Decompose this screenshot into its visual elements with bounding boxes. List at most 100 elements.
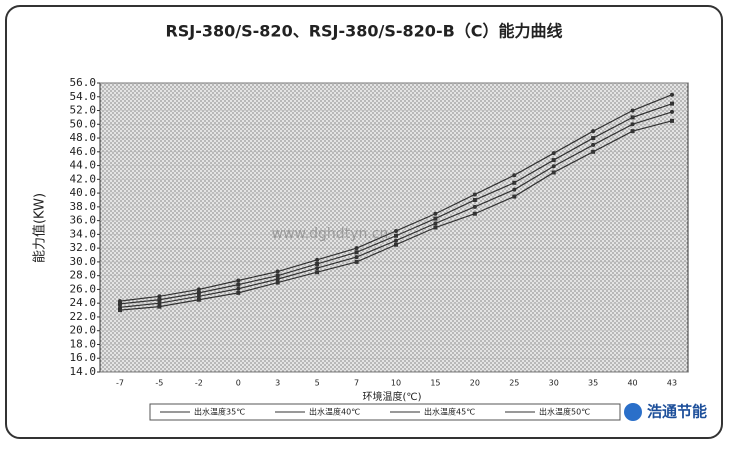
point [433, 211, 438, 216]
point [118, 308, 122, 313]
point [472, 192, 477, 197]
point [118, 301, 122, 306]
point [236, 290, 241, 295]
point [275, 269, 280, 274]
y-tick-label: 16.0 [70, 351, 97, 364]
point [591, 149, 596, 154]
point [315, 257, 320, 262]
legend-label: 出水温度40℃ [309, 407, 360, 417]
point [670, 92, 674, 97]
x-tick-label: 15 [430, 379, 440, 388]
y-tick-label: 42.0 [70, 172, 97, 185]
point [433, 221, 438, 226]
y-tick-label: 36.0 [70, 214, 97, 227]
point [630, 108, 635, 113]
point [512, 194, 517, 199]
point [236, 286, 241, 291]
y-tick-label: 38.0 [70, 200, 97, 213]
x-tick-label: 7 [354, 379, 359, 388]
watermark: www.dghdtyn.cn [272, 226, 389, 242]
point [157, 294, 162, 299]
point [591, 142, 596, 147]
x-tick-label: 30 [549, 379, 559, 388]
point [157, 297, 162, 302]
point [354, 250, 359, 255]
y-tick-label: 14.0 [70, 365, 97, 378]
point [196, 294, 201, 299]
point [472, 211, 477, 216]
point [275, 280, 280, 285]
point [354, 259, 359, 264]
legend-box [149, 403, 621, 421]
x-tick-label: 3 [275, 379, 280, 388]
y-tick-label: 48.0 [70, 131, 97, 144]
point [196, 290, 201, 295]
y-tick-label: 34.0 [70, 227, 97, 240]
y-tick-label: 20.0 [70, 324, 97, 337]
point [670, 101, 674, 106]
x-tick-label: 20 [470, 379, 480, 388]
y-tick-label: 56.0 [70, 76, 97, 89]
point [196, 287, 201, 292]
point [551, 158, 556, 163]
y-tick-label: 50.0 [70, 117, 97, 130]
point [472, 197, 477, 202]
y-tick-label: 30.0 [70, 255, 97, 268]
point [354, 255, 359, 260]
point [236, 282, 241, 287]
y-tick-label: 52.0 [70, 104, 97, 117]
x-tick-label: 5 [315, 379, 320, 388]
point [512, 187, 517, 192]
point [315, 266, 320, 271]
x-tick-label: 40 [627, 379, 637, 388]
point [157, 304, 162, 309]
point [394, 242, 398, 247]
logo-icon [624, 403, 642, 421]
point [591, 129, 596, 134]
point [275, 273, 280, 278]
x-tick-label: 25 [509, 379, 519, 388]
point [236, 278, 241, 283]
frame [5, 5, 723, 439]
point [157, 301, 162, 306]
y-tick-label: 54.0 [70, 90, 97, 103]
point [591, 136, 596, 141]
y-tick-label: 22.0 [70, 310, 97, 323]
point [670, 109, 674, 114]
point [551, 164, 556, 169]
point [551, 151, 556, 156]
point [670, 118, 674, 123]
point [472, 204, 477, 209]
x-tick-label: 0 [236, 379, 241, 388]
logo-text: 浩通节能 [647, 403, 707, 421]
point [394, 238, 398, 243]
point [394, 228, 398, 233]
y-tick-label: 26.0 [70, 282, 97, 295]
x-tick-label: -7 [116, 379, 124, 388]
x-axis-label: 环境温度(℃) [362, 390, 421, 403]
point [315, 270, 320, 275]
point [630, 122, 635, 127]
y-tick-label: 24.0 [70, 296, 97, 309]
legend-label: 出水温度50℃ [539, 407, 590, 417]
x-tick-label: 35 [588, 379, 598, 388]
point [433, 225, 438, 230]
point [275, 277, 280, 282]
chart-title: RSJ-380/S-820、RSJ-380/S-820-B（C）能力曲线 [165, 22, 562, 41]
legend-label: 出水温度45℃ [424, 407, 475, 417]
point [512, 173, 517, 178]
y-tick-label: 18.0 [70, 337, 97, 350]
y-tick-label: 44.0 [70, 159, 97, 172]
point [315, 261, 320, 266]
plot-area [99, 82, 689, 373]
point [630, 129, 635, 134]
x-tick-label: 43 [667, 379, 677, 388]
point [394, 233, 398, 238]
x-tick-label: 10 [391, 379, 401, 388]
point [551, 170, 556, 175]
legend-label: 出水温度35℃ [194, 407, 245, 417]
y-tick-label: 46.0 [70, 145, 97, 158]
point [196, 297, 201, 302]
